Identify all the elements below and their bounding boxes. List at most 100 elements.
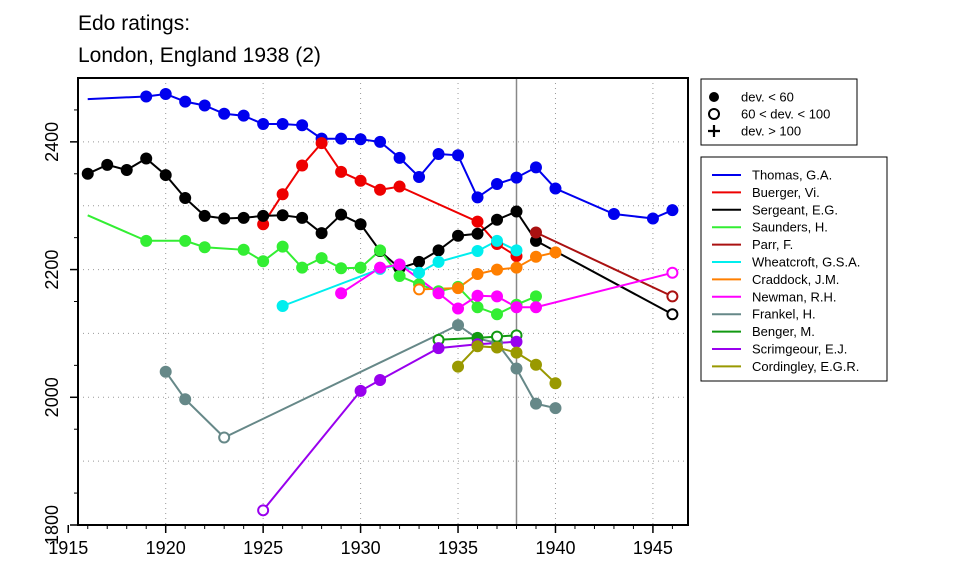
data-point xyxy=(335,287,348,300)
data-point xyxy=(276,299,289,312)
data-point xyxy=(471,245,484,258)
data-point xyxy=(666,290,679,303)
data-point xyxy=(491,263,504,276)
series-line-3 xyxy=(87,214,537,316)
data-point xyxy=(276,188,289,201)
data-point xyxy=(471,301,484,314)
data-point xyxy=(607,208,620,221)
data-point xyxy=(452,282,465,295)
data-point xyxy=(237,211,250,224)
data-point xyxy=(529,290,542,303)
data-point xyxy=(354,261,367,274)
data-point xyxy=(471,268,484,281)
data-point xyxy=(529,397,542,410)
data-point xyxy=(179,393,192,406)
data-point xyxy=(529,301,542,314)
series-legend-label: Saunders, H. xyxy=(752,220,828,235)
data-point xyxy=(296,119,309,132)
data-point xyxy=(159,87,172,100)
data-point xyxy=(140,234,153,247)
data-point xyxy=(491,234,504,247)
series-legend-box xyxy=(700,156,888,382)
data-point xyxy=(452,360,465,373)
data-point xyxy=(491,178,504,191)
y-tick-label: 1800 xyxy=(42,505,62,545)
series-line-7 xyxy=(340,263,673,310)
series-legend-label: Cordingley, E.G.R. xyxy=(752,359,859,374)
data-point xyxy=(413,255,426,268)
series-legend-label: Frankel, H. xyxy=(752,307,816,322)
data-point xyxy=(198,99,211,112)
data-point xyxy=(296,159,309,172)
data-point xyxy=(374,244,387,257)
data-point xyxy=(646,212,659,225)
data-point xyxy=(452,149,465,162)
marker-legend-box xyxy=(700,78,858,146)
data-point xyxy=(471,191,484,204)
data-point xyxy=(432,244,445,257)
series-line-10 xyxy=(262,340,517,511)
data-point xyxy=(432,255,445,268)
data-point xyxy=(549,377,562,390)
data-point xyxy=(159,169,172,182)
data-point xyxy=(452,229,465,242)
x-tick-label: 1920 xyxy=(146,538,186,558)
series-legend-label: Thomas, G.A. xyxy=(752,168,832,183)
data-point xyxy=(140,90,153,103)
data-point xyxy=(257,504,270,517)
data-point xyxy=(510,335,523,348)
data-point xyxy=(471,340,484,353)
y-tick-label: 2000 xyxy=(42,377,62,417)
series-line-9 xyxy=(438,334,517,341)
data-point xyxy=(510,362,523,375)
data-point xyxy=(393,269,406,282)
data-point xyxy=(471,215,484,228)
data-point xyxy=(452,302,465,315)
x-tick-label: 1915 xyxy=(48,538,88,558)
y-tick-label: 2200 xyxy=(42,250,62,290)
data-point xyxy=(529,358,542,371)
data-point xyxy=(179,192,192,205)
data-point xyxy=(491,308,504,321)
data-point xyxy=(140,152,153,165)
data-point xyxy=(315,227,328,240)
series-legend-label: Wheatcroft, G.S.A. xyxy=(752,255,860,270)
legend-plus-icon xyxy=(708,125,720,137)
data-point xyxy=(393,180,406,193)
data-point xyxy=(335,132,348,145)
data-point xyxy=(393,151,406,164)
data-point xyxy=(237,243,250,256)
series-legend-label: Newman, R.H. xyxy=(752,289,837,304)
legend-filled-circle-icon xyxy=(709,92,719,102)
data-point xyxy=(549,402,562,415)
data-point xyxy=(257,255,270,268)
data-point xyxy=(432,147,445,160)
x-tick-label: 1925 xyxy=(243,538,283,558)
data-point xyxy=(120,163,133,176)
data-point xyxy=(276,117,289,130)
legend-open-circle-icon xyxy=(708,108,720,120)
series-line-2 xyxy=(87,157,673,316)
data-point xyxy=(471,227,484,240)
x-tick-label: 1940 xyxy=(535,538,575,558)
data-point xyxy=(354,174,367,187)
y-tick-label: 2400 xyxy=(42,122,62,162)
data-point xyxy=(276,209,289,222)
series-markers xyxy=(81,87,679,517)
series-legend-label: Craddock, J.M. xyxy=(752,272,839,287)
x-tick-label: 1930 xyxy=(341,538,381,558)
data-point xyxy=(432,342,445,355)
data-point xyxy=(510,346,523,359)
data-point xyxy=(510,261,523,274)
data-point xyxy=(198,241,211,254)
data-point xyxy=(491,330,504,343)
series-legend-label: Benger, M. xyxy=(752,324,815,339)
data-point xyxy=(374,135,387,148)
data-point xyxy=(471,289,484,302)
x-tick-label: 1935 xyxy=(438,538,478,558)
data-point xyxy=(276,240,289,253)
data-point xyxy=(159,365,172,378)
series-legend: Thomas, G.A. Buerger, Vi. Sergeant, E.G. Sa… xyxy=(700,156,888,382)
series-legend-label: Buerger, Vi. xyxy=(752,185,820,200)
